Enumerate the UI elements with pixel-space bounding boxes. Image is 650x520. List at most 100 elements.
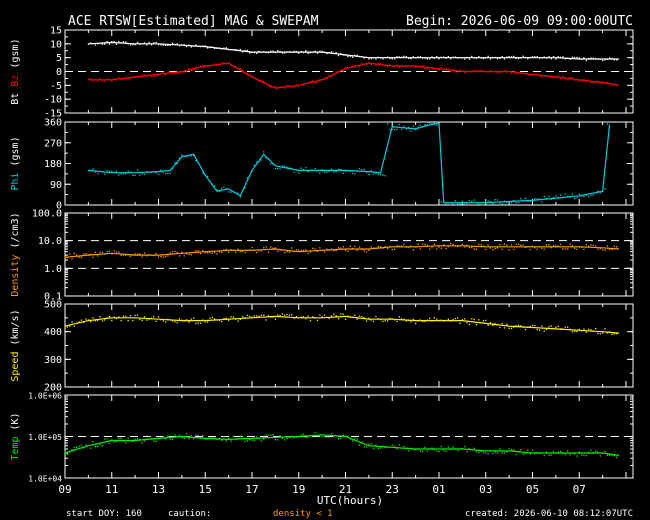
data-point-bt: [155, 41, 157, 44]
data-point-temp: [531, 449, 534, 451]
data-point-bz: [599, 82, 601, 84]
y-tick-label-density: 100.0: [32, 209, 62, 220]
data-point-phi: [555, 195, 557, 197]
data-point-bz: [150, 75, 153, 78]
data-point-speed: [389, 317, 391, 320]
data-point-density: [422, 243, 424, 245]
data-point-bz: [356, 65, 358, 67]
data-point-density: [150, 254, 153, 256]
y-tick-label-speed: 400: [44, 327, 62, 338]
data-point-bz: [489, 69, 492, 71]
data-point-speed: [90, 321, 92, 323]
data-point-density: [223, 249, 225, 251]
data-point-bt: [440, 56, 442, 58]
data-point-density: [436, 248, 438, 250]
data-point-speed: [118, 316, 120, 318]
data-point-bt: [225, 47, 227, 49]
data-point-density: [368, 249, 370, 251]
data-point-bz: [616, 84, 618, 86]
x-tick-label: 03: [479, 483, 492, 496]
data-point-speed: [408, 319, 410, 321]
data-point-bt: [473, 57, 475, 59]
data-point-bz: [330, 76, 333, 78]
data-point-temp: [223, 436, 225, 438]
data-point-bz: [347, 66, 349, 68]
data-point-temp: [581, 454, 583, 456]
data-point-bz: [340, 69, 342, 71]
y-tick-label-mag: 0: [56, 67, 62, 78]
data-point-phi: [606, 123, 608, 125]
data-point-speed: [160, 319, 162, 321]
data-point-temp: [417, 448, 419, 450]
series-line-temp: [64, 434, 620, 456]
data-point-phi: [139, 174, 141, 176]
x-tick-label: 21: [339, 483, 352, 496]
data-point-temp: [157, 437, 160, 439]
data-point-bz: [538, 75, 541, 77]
data-point-bt: [258, 50, 260, 53]
data-point-density: [104, 253, 106, 255]
data-point-phi: [120, 173, 122, 175]
data-point-bt: [517, 57, 520, 60]
data-point-bt: [576, 56, 578, 59]
data-point-bz: [167, 72, 169, 74]
data-point-density: [157, 256, 160, 258]
data-point-bt: [204, 45, 206, 47]
data-point-density: [78, 256, 80, 258]
data-point-temp: [527, 449, 529, 451]
data-point-phi: [90, 169, 92, 171]
y-axis-label-mag: Bt Bz (gsm): [10, 38, 21, 104]
data-point-bt: [410, 58, 412, 60]
data-point-phi: [602, 191, 604, 193]
data-point-phi: [272, 163, 274, 165]
data-point-speed: [258, 315, 260, 317]
data-point-phi: [466, 202, 468, 204]
data-point-temp: [169, 438, 171, 440]
data-point-density: [87, 254, 90, 256]
data-point-speed: [485, 319, 487, 322]
data-point-bz: [118, 77, 120, 79]
data-point-bz: [328, 74, 330, 77]
data-point-temp: [375, 444, 377, 446]
data-point-bz: [146, 75, 148, 78]
data-point-bz: [574, 79, 576, 81]
data-point-density: [272, 247, 274, 249]
data-point-density: [202, 249, 204, 252]
data-point-density: [424, 243, 426, 246]
data-point-phi: [342, 172, 344, 174]
data-point-bt: [438, 58, 440, 60]
data-point-phi: [478, 203, 480, 205]
data-point-speed: [246, 314, 248, 317]
data-point-speed: [534, 324, 536, 327]
data-point-speed: [422, 320, 424, 323]
data-point-bz: [555, 75, 557, 77]
data-point-bz: [475, 70, 478, 72]
data-point-temp: [195, 434, 197, 436]
data-point-temp: [461, 448, 464, 450]
data-point-temp: [284, 439, 286, 441]
data-point-temp: [569, 454, 571, 456]
data-point-bt: [195, 44, 197, 46]
data-point-bz: [295, 84, 298, 86]
data-point-bt: [571, 56, 573, 58]
data-point-speed: [157, 316, 160, 318]
data-point-bt: [424, 57, 426, 59]
data-point-density: [69, 253, 71, 255]
data-point-speed: [555, 326, 557, 328]
data-point-phi: [351, 172, 354, 174]
data-point-bt: [118, 40, 120, 43]
data-point-speed: [122, 315, 125, 317]
data-point-density: [361, 248, 363, 251]
data-point-temp: [235, 439, 237, 441]
data-point-temp: [64, 451, 66, 453]
data-point-temp: [550, 454, 552, 456]
y-tick-label-mag: 15: [50, 26, 62, 37]
data-point-speed: [370, 319, 372, 321]
series-phi: [87, 122, 611, 205]
data-point-bt: [249, 52, 251, 54]
data-point-phi: [396, 128, 398, 131]
data-point-temp: [207, 438, 209, 440]
data-point-bz: [590, 81, 592, 84]
data-point-speed: [204, 321, 206, 323]
data-point-density: [552, 245, 555, 247]
